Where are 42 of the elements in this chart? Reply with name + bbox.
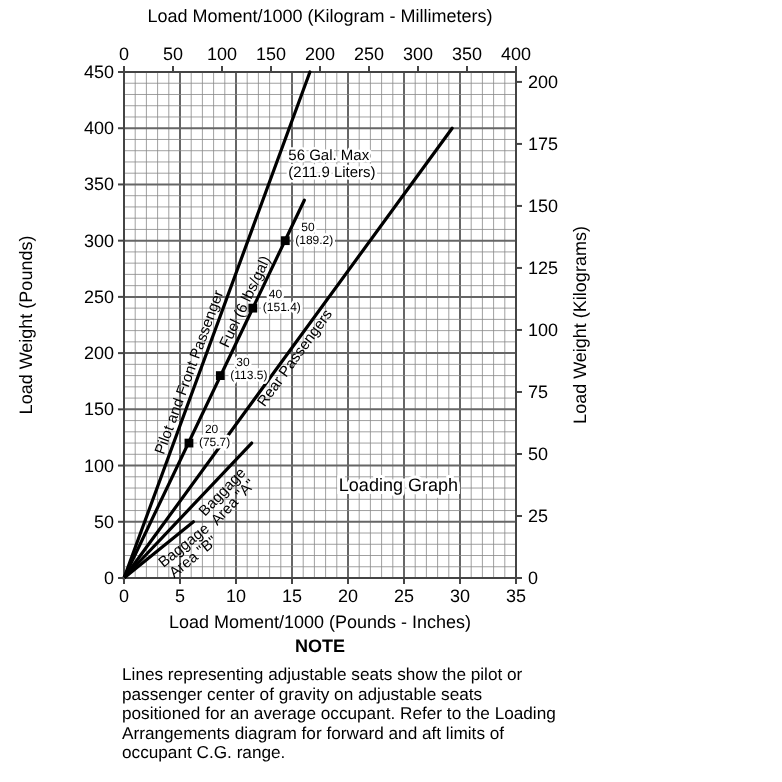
- x2-axis-title: Load Moment/1000 (Kilogram - Millimeters): [147, 6, 493, 26]
- y2-tick-label: 50: [528, 443, 549, 464]
- x2-tick-label: 100: [206, 44, 238, 64]
- y2-tick-label: 25: [528, 505, 549, 526]
- x2-tick-label: 50: [162, 44, 184, 64]
- x2-tick-label: 250: [353, 44, 385, 64]
- y-tick-label: 450: [83, 62, 114, 82]
- x2-tick-label: 400: [500, 44, 532, 64]
- x-tick-label: 10: [225, 586, 247, 606]
- y2-tick-label: 175: [528, 133, 559, 154]
- y-tick-label: 350: [83, 174, 114, 195]
- y-axis-title: Load Weight (Pounds): [16, 235, 36, 415]
- y-tick-label: 400: [83, 118, 114, 139]
- x2-tick-label: 0: [118, 44, 130, 64]
- x2-tick-label: 200: [304, 44, 336, 64]
- y2-tick-label: 0: [528, 568, 539, 588]
- y2-tick-label: 150: [528, 195, 559, 216]
- x2-tick-label: 350: [451, 44, 483, 64]
- y-tick-label: 300: [83, 230, 114, 251]
- y2-tick-label: 100: [528, 319, 559, 340]
- y-tick-label: 100: [83, 455, 114, 476]
- x-tick-label: 30: [449, 586, 471, 606]
- x-tick-label: 35: [505, 586, 527, 606]
- x2-tick-label: 300: [402, 44, 434, 64]
- x-tick-label: 25: [393, 586, 415, 606]
- x-axis-title: Load Moment/1000 (Pounds - Inches): [168, 612, 472, 632]
- y2-axis-title: Load Weight (Kilograms): [570, 226, 590, 424]
- x-tick-label: 15: [281, 586, 303, 606]
- y-tick-label: 50: [93, 511, 114, 532]
- y-tick-label: 200: [83, 343, 114, 364]
- y-tick-label: 150: [83, 399, 114, 420]
- y-tick-label: 0: [103, 568, 114, 588]
- y2-tick-label: 75: [528, 381, 549, 402]
- x-tick-label: 0: [118, 586, 130, 606]
- x-tick-label: 5: [174, 586, 186, 606]
- y-tick-label: 250: [83, 286, 114, 307]
- y2-tick-label: 200: [528, 71, 559, 92]
- x-tick-label: 20: [337, 586, 359, 606]
- y2-tick-label: 125: [528, 257, 559, 278]
- text: NOTE: [294, 636, 346, 656]
- text: Lines representing adjustable seats show the pilot or passenger center of gravity on adjustable seats positioned for an average occupant. Refer to the Loading Arrangements diagram for forward and aft limits of occupant C.G. range.: [122, 664, 557, 763]
- x2-tick-label: 150: [255, 44, 287, 64]
